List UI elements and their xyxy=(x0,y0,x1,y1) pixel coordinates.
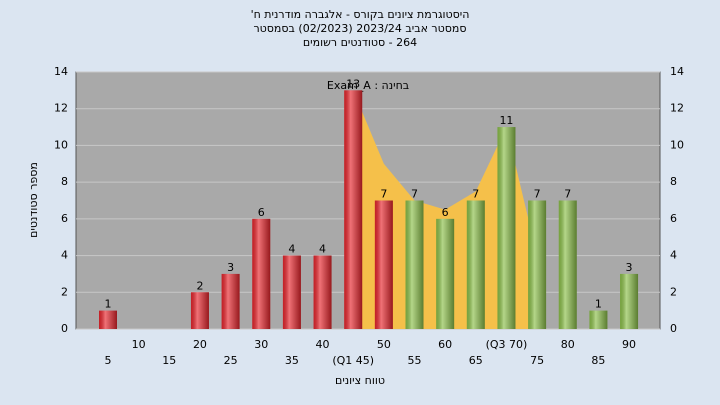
area xyxy=(353,90,538,329)
data-label: 3 xyxy=(626,261,633,274)
bar-shine xyxy=(252,218,271,329)
data-label: 6 xyxy=(442,206,449,219)
data-label: 4 xyxy=(319,243,326,256)
bar-group xyxy=(99,310,117,329)
title-line: סמסטר אביב 2023/24 (02/2023) בסמסטר xyxy=(253,22,466,35)
y-tick-label: 8 xyxy=(61,175,68,188)
data-label: 4 xyxy=(288,243,295,256)
y2-tick-label: 4 xyxy=(670,249,677,262)
bar-group xyxy=(252,218,271,329)
x-tick-label: 60 xyxy=(438,338,452,351)
y2-tick-label: 6 xyxy=(670,212,677,225)
title-line: היסטוגרמת ציונים בקורס - אלגברה מודרנית … xyxy=(251,8,470,21)
y2-tick-label: 12 xyxy=(670,102,684,115)
y2-tick-label: 0 xyxy=(670,322,677,335)
y2-tick-label: 10 xyxy=(670,138,684,151)
data-label: 7 xyxy=(534,188,541,201)
bar-group xyxy=(313,255,332,329)
y-tick-label: 10 xyxy=(54,138,68,151)
bar-group xyxy=(620,273,639,329)
y-tick-label: 6 xyxy=(61,212,68,225)
bar-group xyxy=(344,90,363,329)
data-label: 1 xyxy=(595,298,602,311)
x-tick-label: 50 xyxy=(377,338,391,351)
bar-group xyxy=(528,200,547,329)
bar-shine xyxy=(620,273,639,329)
x-tick-label: 35 xyxy=(285,354,299,367)
bar-shine xyxy=(436,218,455,329)
bar-shine xyxy=(405,200,424,329)
x-tick-label: 10 xyxy=(132,338,146,351)
bar-group xyxy=(405,200,424,329)
x-tick-label: 80 xyxy=(561,338,575,351)
bar-shine xyxy=(466,200,485,329)
y2-tick-label: 2 xyxy=(670,285,677,298)
bar-shine xyxy=(374,200,393,329)
y2-tick-label: 14 xyxy=(670,65,684,78)
bar-shine xyxy=(282,255,301,329)
data-label: 7 xyxy=(564,188,571,201)
bar-group xyxy=(374,200,393,329)
x-tick-label: 55 xyxy=(408,354,422,367)
bar-group xyxy=(436,218,455,329)
bar-shine xyxy=(497,127,516,329)
y-tick-label: 2 xyxy=(61,285,68,298)
x-tick-label: (Q3 70) xyxy=(486,338,528,351)
x-tick-label: 5 xyxy=(105,354,112,367)
bar-shine xyxy=(190,292,209,329)
bar-shine xyxy=(589,310,608,329)
y-tick-label: 12 xyxy=(54,102,68,115)
bar-group xyxy=(282,255,301,329)
x-tick-label: 25 xyxy=(224,354,238,367)
bar-shine xyxy=(344,90,363,329)
bar-group xyxy=(589,310,608,329)
annotation: בחינה : Exam_A xyxy=(327,79,409,92)
x-axis-label: טווח ציונים xyxy=(335,374,385,387)
x-tick-label: (Q1 45) xyxy=(332,354,374,367)
data-label: 11 xyxy=(499,114,513,127)
title-line: 264 - סטודנטים רשומים xyxy=(303,36,417,49)
y-tick-label: 14 xyxy=(54,65,68,78)
y-tick-label: 0 xyxy=(61,322,68,335)
x-tick-label: 30 xyxy=(254,338,268,351)
x-tick-label: 85 xyxy=(591,354,605,367)
bar-shine xyxy=(313,255,332,329)
x-tick-label: 90 xyxy=(622,338,636,351)
y-axis-label: מספר סטודנטים xyxy=(27,162,40,238)
x-tick-label: 75 xyxy=(530,354,544,367)
bar-shine xyxy=(221,273,240,329)
x-tick-label: 20 xyxy=(193,338,207,351)
data-label: 7 xyxy=(472,188,479,201)
bar-group xyxy=(497,127,516,329)
x-tick-label: 15 xyxy=(162,354,176,367)
y-tick-label: 4 xyxy=(61,249,68,262)
bar-shine xyxy=(528,200,547,329)
data-label: 3 xyxy=(227,261,234,274)
data-label: 7 xyxy=(380,188,387,201)
x-tick-label: 65 xyxy=(469,354,483,367)
x-tick-label: 40 xyxy=(316,338,330,351)
bar-shine xyxy=(558,200,577,329)
data-label: 7 xyxy=(411,188,418,201)
data-label: 2 xyxy=(196,279,203,292)
data-label: 1 xyxy=(105,298,112,311)
bar-group xyxy=(558,200,577,329)
bar-shine xyxy=(99,310,117,329)
bar-group xyxy=(221,273,240,329)
bar-group xyxy=(190,292,209,329)
data-label: 6 xyxy=(258,206,265,219)
bar-group xyxy=(466,200,485,329)
data-label: 13 xyxy=(346,77,360,90)
y2-tick-label: 8 xyxy=(670,175,677,188)
